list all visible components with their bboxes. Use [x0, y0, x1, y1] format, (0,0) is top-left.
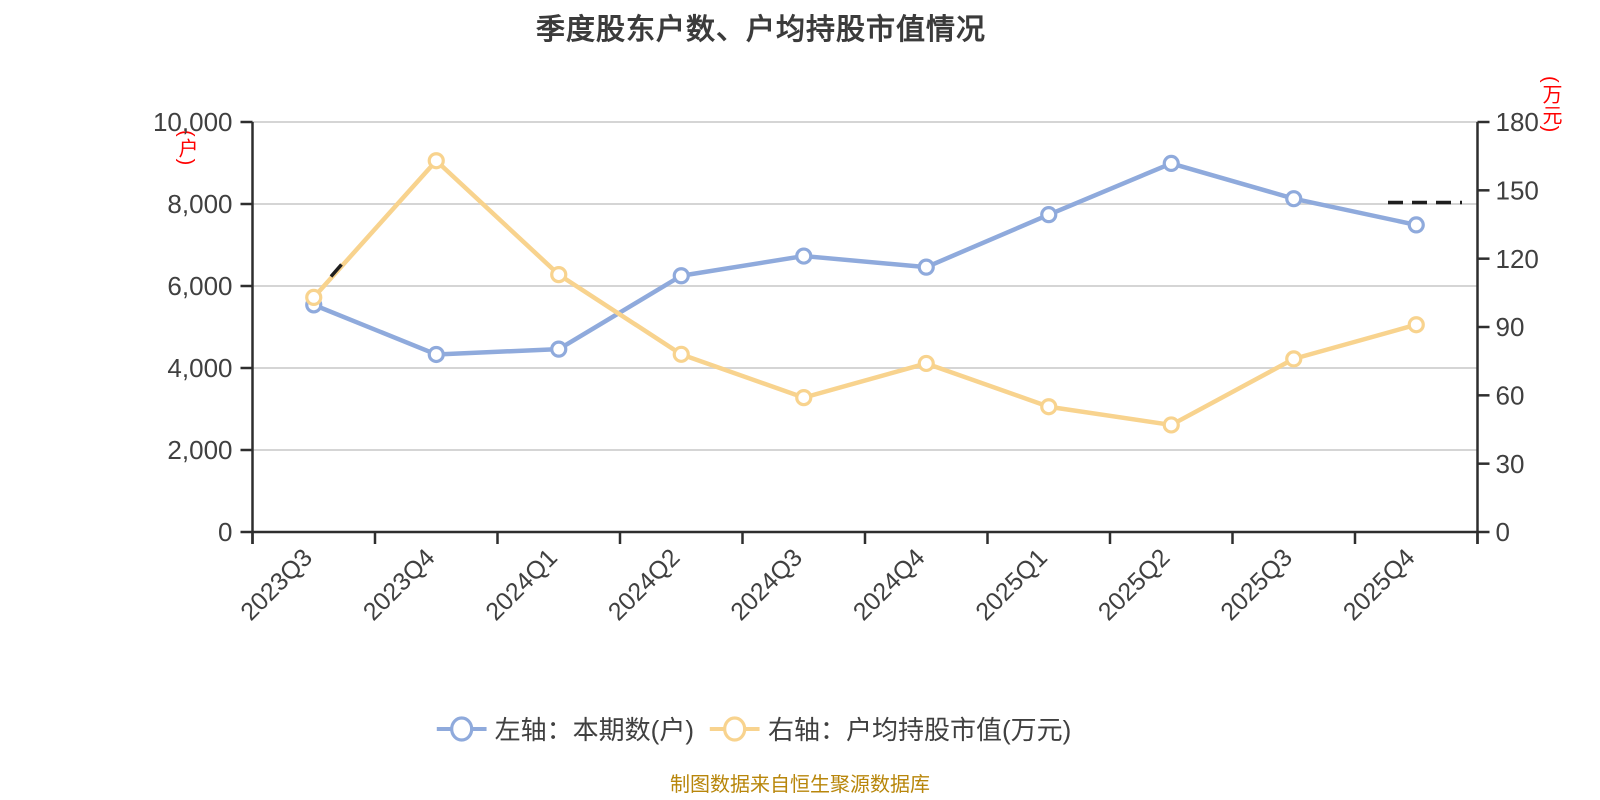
series-marker-shareholder-count: [795, 247, 813, 265]
series-marker-avg-market-value: [795, 389, 813, 407]
legend-label-left-axis: 左轴：本期数(户): [494, 715, 694, 745]
series-marker-avg-market-value: [672, 345, 690, 363]
chart-legend: 左轴：本期数(户) 右轴：户均持股市值(万元): [436, 710, 1071, 747]
series-marker-shareholder-count: [1162, 154, 1180, 173]
series-marker-shareholder-count: [550, 340, 568, 358]
series-marker-avg-market-value: [1407, 316, 1425, 334]
series-marker-avg-market-value: [1285, 350, 1303, 368]
x-axis-category-label: 2023Q3: [235, 543, 318, 626]
right-axis-unit-label: (万元): [1539, 76, 1561, 134]
chart-title: 季度股东户数、户均持股市值情况: [535, 14, 987, 46]
series-line-avg-market-value: [311, 158, 1419, 428]
series-marker-shareholder-count: [1040, 206, 1058, 224]
dashed-annotation: [329, 263, 343, 278]
series-marker-avg-market-value: [1040, 398, 1058, 416]
series-marker-shareholder-count: [672, 267, 690, 285]
right-axis-tick-label: 90: [1496, 312, 1525, 342]
right-axis-tick-label: 150: [1496, 175, 1539, 205]
x-axis-category-label: 2024Q1: [480, 543, 563, 626]
right-axis-tick-label: 60: [1496, 380, 1525, 410]
left-axis-tick-label: 2,000: [167, 435, 232, 465]
x-axis-category-label: 2024Q4: [848, 543, 931, 626]
series-marker-shareholder-count: [1407, 216, 1425, 234]
x-axis-category-label: 2023Q4: [358, 543, 441, 626]
data-source-note: 制图数据来自恒生聚源数据库: [670, 774, 930, 796]
legend-marker-blue-icon: [436, 715, 487, 742]
right-axis-tick-label: 180: [1496, 107, 1539, 137]
series-marker-shareholder-count: [427, 345, 445, 364]
legend-item-avg-market-value: 右轴：户均持股市值(万元): [710, 710, 1071, 747]
x-axis-category-label: 2024Q3: [725, 543, 808, 626]
series-marker-avg-market-value: [550, 266, 568, 284]
series-marker-avg-market-value: [427, 152, 445, 170]
legend-label-right-axis: 右轴：户均持股市值(万元): [768, 715, 1072, 745]
left-axis-tick-label: 0: [218, 517, 232, 547]
left-axis-unit-label: (户): [175, 130, 197, 167]
x-axis-category-label: 2025Q1: [970, 543, 1053, 626]
series-marker-shareholder-count: [917, 258, 935, 276]
series-marker-shareholder-count: [1285, 190, 1303, 208]
left-axis-tick-label: 6,000: [167, 271, 232, 301]
series-marker-avg-market-value: [305, 288, 323, 306]
legend-item-shareholder-count: 左轴：本期数(户): [436, 710, 694, 747]
x-axis-category-label: 2025Q4: [1338, 543, 1421, 626]
x-axis-category-label: 2025Q3: [1215, 543, 1298, 626]
x-axis-category-label: 2025Q2: [1093, 543, 1176, 626]
legend-marker-yellow-icon: [710, 715, 760, 742]
series-marker-avg-market-value: [917, 354, 935, 373]
right-axis-tick-label: 0: [1496, 517, 1510, 547]
left-axis-tick-label: 10,000: [153, 107, 233, 137]
left-axis-tick-label: 8,000: [167, 189, 232, 219]
series-marker-avg-market-value: [1162, 416, 1180, 434]
right-axis-tick-label: 120: [1496, 244, 1539, 274]
left-axis-tick-label: 4,000: [167, 353, 232, 383]
x-axis-category-label: 2024Q2: [603, 543, 686, 626]
series-line-shareholder-count: [311, 161, 1419, 357]
right-axis-tick-label: 30: [1496, 449, 1525, 479]
